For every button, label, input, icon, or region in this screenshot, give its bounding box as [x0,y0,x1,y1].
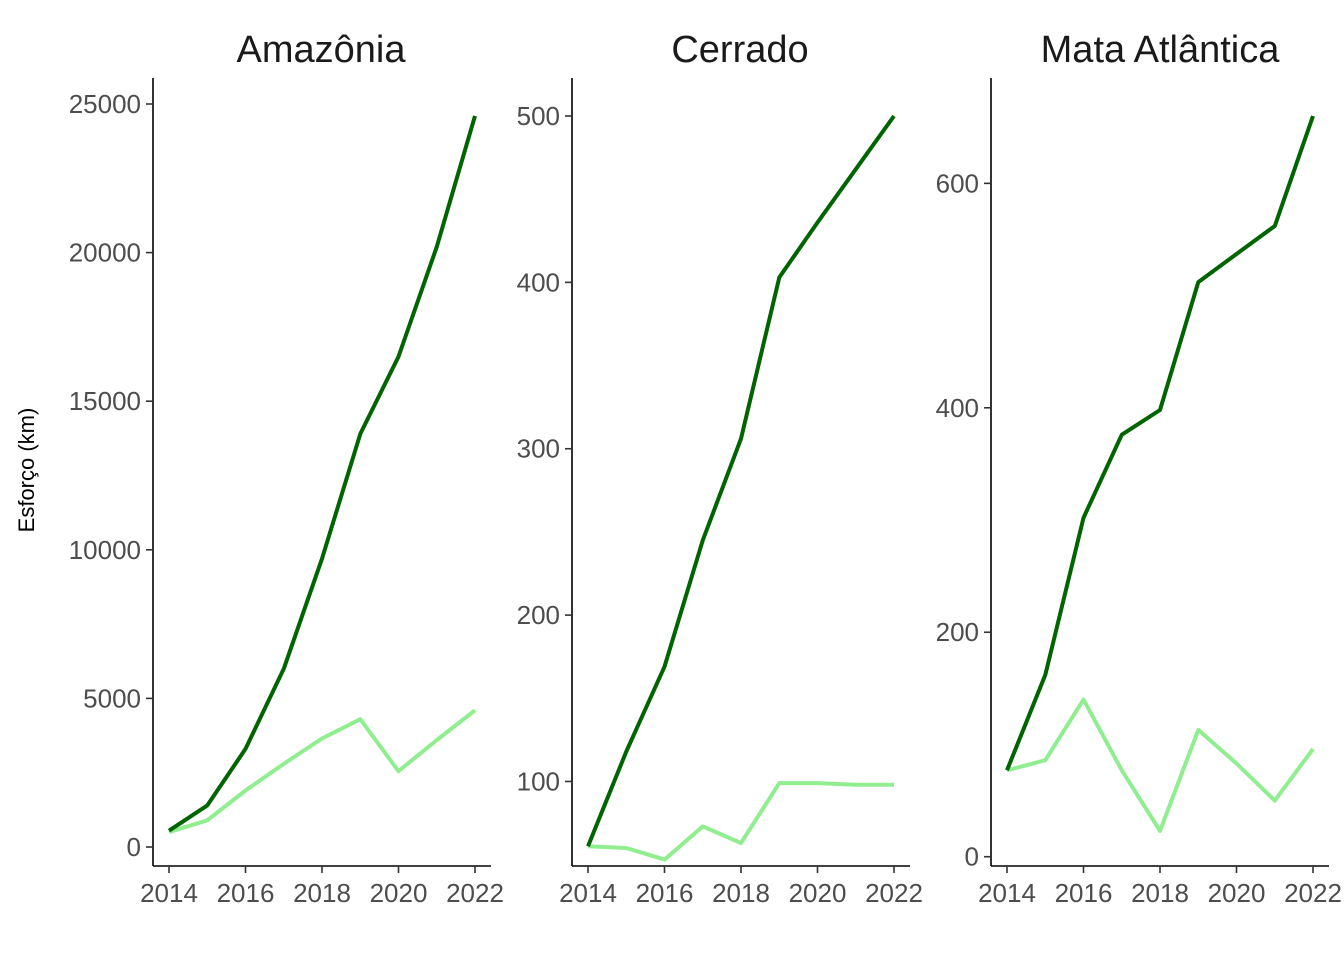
series-line-1 [586,114,896,848]
x-tick-label: 2016 [636,878,694,908]
y-tick-label: 20000 [69,238,141,268]
x-tick-label: 2020 [370,878,428,908]
y-tick-label: 200 [517,600,560,630]
x-tick-label: 2018 [1131,878,1189,908]
panel-2: Cerrado 100 200 300 400 500 2014 2016 2018 2020 20… [517,29,923,908]
panel-3: Mata Atlântica 0 200 400 600 2014 2016 2018 2020… [936,29,1342,908]
x-tick-label: 2014 [559,878,617,908]
x-tick-label: 2020 [1208,878,1266,908]
series-line-1 [1005,115,1315,772]
series-line-2 [587,781,894,862]
x-tick-label: 2016 [217,878,275,908]
series-line-1 [167,115,477,833]
x-tick-label: 2022 [865,878,923,908]
y-tick-label: 100 [517,766,560,796]
x-tick-label: 2018 [293,878,351,908]
panel-title: Mata Atlântica [1041,29,1281,71]
y-tick-label: 200 [936,617,979,647]
x-tick-label: 2014 [140,878,198,908]
y-tick-label: 15000 [69,386,141,416]
x-tick-label: 2020 [789,878,847,908]
series-line-2 [168,708,477,835]
panel-title: Cerrado [671,29,808,71]
panel-1: Amazônia 0 5000 10000 15000 20000 25000 2014 201… [69,29,504,908]
y-tick-label: 400 [517,267,560,297]
y-axis-title: Esforço (km) [14,408,39,533]
y-tick-label: 600 [936,168,979,198]
x-tick-label: 2016 [1055,878,1113,908]
panel-title: Amazônia [237,29,407,71]
series-line-2 [1006,697,1315,833]
y-tick-label: 400 [936,393,979,423]
x-tick-label: 2018 [712,878,770,908]
y-tick-label: 0 [965,842,979,872]
y-tick-label: 25000 [69,89,141,119]
y-tick-label: 5000 [83,683,141,713]
x-tick-label: 2014 [978,878,1036,908]
x-tick-label: 2022 [446,878,504,908]
y-tick-label: 0 [127,832,141,862]
y-tick-label: 300 [517,434,560,464]
y-tick-label: 10000 [69,535,141,565]
y-tick-label: 500 [517,101,560,131]
x-tick-label: 2022 [1284,878,1342,908]
